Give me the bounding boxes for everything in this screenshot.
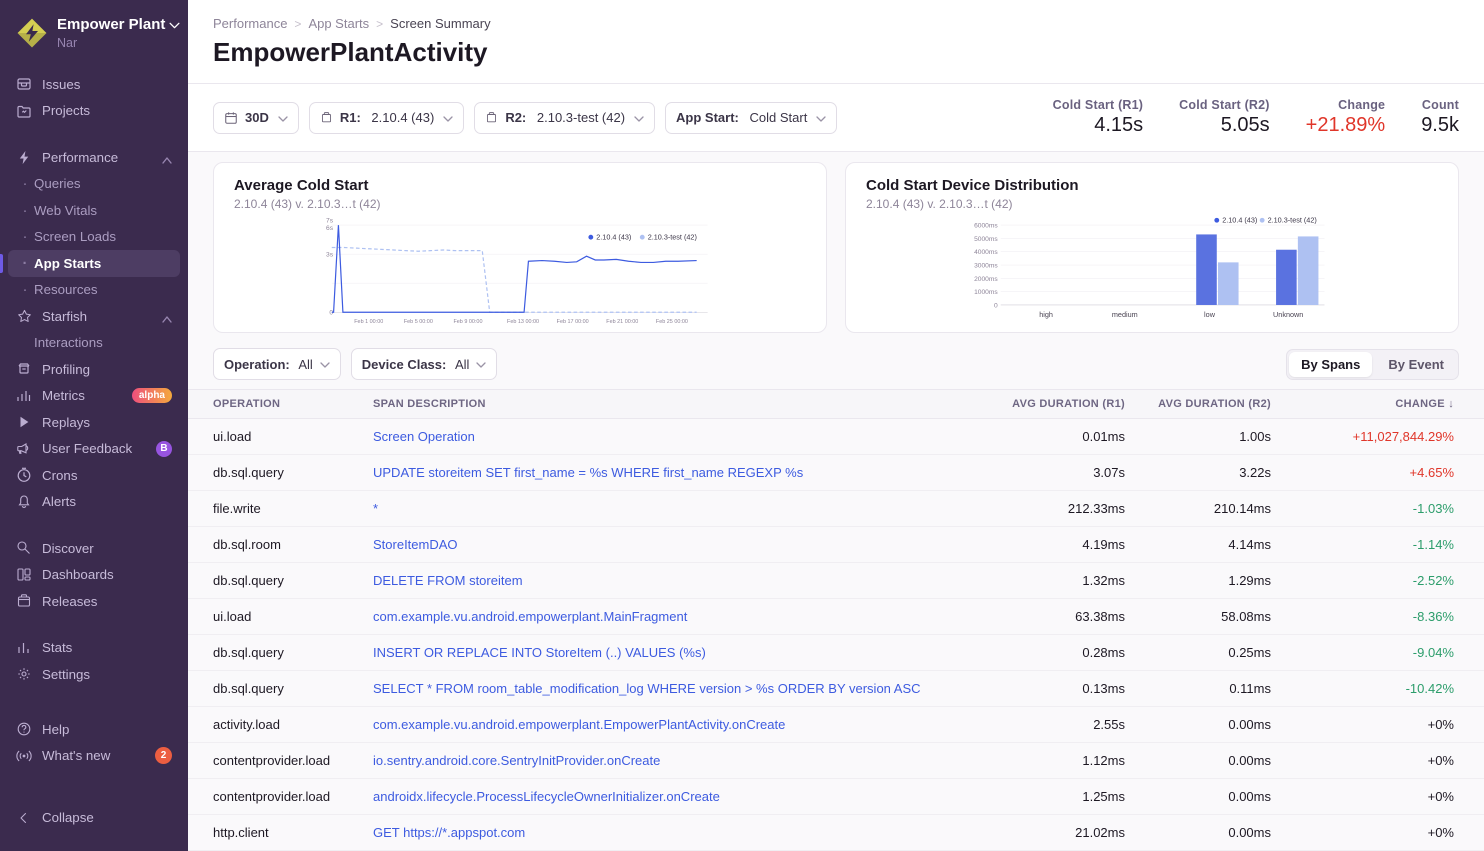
svg-text:medium: medium xyxy=(1112,310,1138,319)
svg-text:Feb 13 00:00: Feb 13 00:00 xyxy=(507,319,539,325)
svg-text:Feb 5 00:00: Feb 5 00:00 xyxy=(404,319,433,325)
svg-text:low: low xyxy=(1204,310,1216,319)
svg-text:7s: 7s xyxy=(326,218,334,225)
svg-text:5000ms: 5000ms xyxy=(974,236,998,243)
svg-text:Feb 25 00:00: Feb 25 00:00 xyxy=(656,319,688,325)
svg-text:0: 0 xyxy=(994,302,998,309)
svg-text:Feb 1 00:00: Feb 1 00:00 xyxy=(354,319,383,325)
svg-text:2.10.4 (43): 2.10.4 (43) xyxy=(1222,216,1257,225)
svg-text:6000ms: 6000ms xyxy=(974,223,998,230)
svg-text:3000ms: 3000ms xyxy=(974,262,998,269)
svg-text:4000ms: 4000ms xyxy=(974,249,998,256)
svg-text:Feb 9 00:00: Feb 9 00:00 xyxy=(453,319,482,325)
svg-text:Feb 21 00:00: Feb 21 00:00 xyxy=(606,319,638,325)
svg-text:2.10.3-test (42): 2.10.3-test (42) xyxy=(648,233,697,242)
svg-text:2.10.3-test (42): 2.10.3-test (42) xyxy=(1268,216,1317,225)
svg-text:3s: 3s xyxy=(326,252,334,259)
svg-text:Feb 17 00:00: Feb 17 00:00 xyxy=(557,319,589,325)
svg-text:Unknown: Unknown xyxy=(1273,310,1303,319)
svg-text:2000ms: 2000ms xyxy=(974,276,998,283)
svg-text:0: 0 xyxy=(329,310,333,317)
svg-text:1000ms: 1000ms xyxy=(974,289,998,296)
svg-text:6s: 6s xyxy=(326,225,334,232)
svg-text:2.10.4 (43): 2.10.4 (43) xyxy=(596,233,631,242)
svg-text:high: high xyxy=(1039,310,1053,319)
